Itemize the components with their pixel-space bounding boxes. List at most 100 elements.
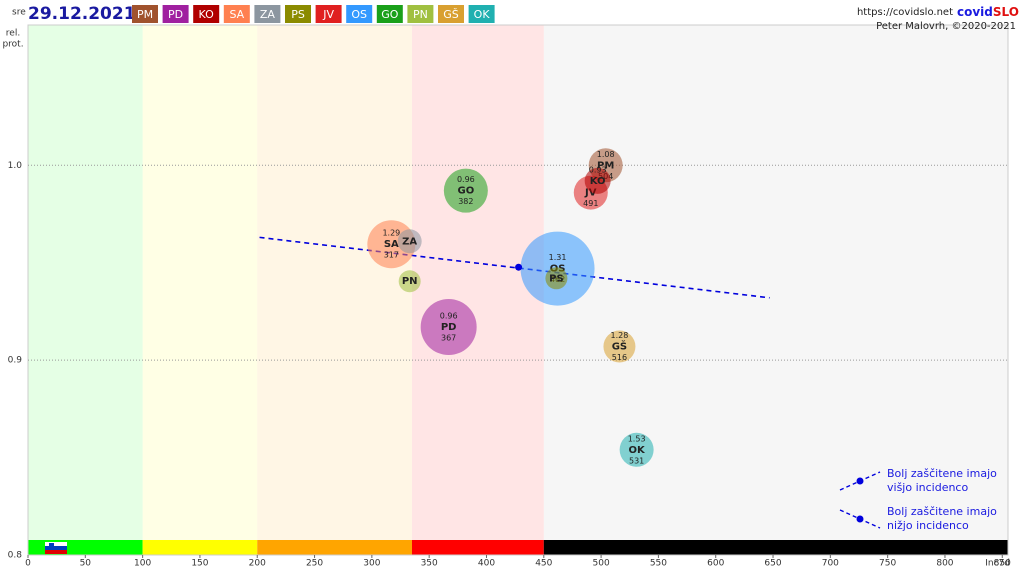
legend-swatch	[346, 5, 373, 23]
legend-swatch	[162, 5, 189, 23]
date: 29.12.2021	[28, 4, 136, 24]
x-label: Inc7d	[985, 559, 1010, 569]
bubble-inc: 491	[583, 199, 598, 208]
x-tick-label: 250	[306, 559, 323, 569]
bubble-r: 0.93	[589, 165, 607, 174]
legend-label: PM	[137, 8, 153, 21]
legend-label: JV	[322, 8, 334, 21]
y-label: rel.	[6, 29, 20, 39]
bubble-inc: 382	[458, 197, 473, 206]
author: Peter Malovrh, ©2020-2021	[876, 21, 1016, 32]
note-text: Bolj zaščitene imajo	[887, 467, 997, 480]
legend-swatch	[315, 5, 342, 23]
y-tick-label: 0.9	[8, 356, 23, 366]
legend-swatch	[438, 5, 464, 23]
note-text: višjo incidenco	[887, 481, 968, 494]
x-tick-label: 550	[650, 559, 667, 569]
x-tick-label: 50	[80, 559, 92, 569]
x-tick-label: 800	[936, 559, 953, 569]
bubble-inc: 317	[384, 251, 399, 260]
y-label: prot.	[2, 40, 23, 50]
bubble-name: PN	[402, 276, 418, 287]
legend-swatch	[254, 5, 281, 23]
zone-background	[142, 25, 258, 555]
legend-swatch	[223, 5, 250, 23]
bubble-name: PS	[549, 273, 564, 284]
bubble-name: KO	[590, 176, 606, 187]
flag	[45, 542, 67, 554]
x-tick-label: 650	[764, 559, 781, 569]
legend-label: KO	[199, 8, 215, 21]
bubble-name: JV	[584, 188, 597, 199]
x-tick-label: 600	[707, 559, 724, 569]
legend-label: ZA	[260, 8, 276, 21]
bubble-name: GO	[457, 186, 474, 197]
brand-b: SLO	[993, 5, 1019, 19]
bubble	[584, 167, 611, 194]
bubble-r: 1.31	[549, 253, 567, 262]
legend-swatch	[376, 5, 403, 23]
weekday: sre	[12, 8, 26, 18]
bubble-name: ZA	[402, 236, 417, 247]
trend-line	[259, 236, 770, 299]
legend-label: SA	[229, 8, 244, 21]
bubble-r: 1.08	[597, 150, 615, 159]
x-tick-label: 500	[593, 559, 610, 569]
y-tick-label: 0.8	[8, 551, 23, 561]
bubble	[443, 168, 488, 213]
plot-frame	[27, 24, 1009, 556]
bubble	[420, 299, 477, 356]
x-tick-label: 100	[134, 559, 151, 569]
legend-swatch	[468, 5, 495, 23]
legend-label: OS	[351, 8, 367, 21]
flag-blue	[45, 546, 67, 550]
note-text: nižjo incidenco	[887, 519, 969, 532]
bubble	[397, 229, 422, 254]
x-tick-label: 350	[421, 559, 438, 569]
x-tick-label: 700	[822, 559, 839, 569]
zone-bar	[257, 540, 412, 555]
bubble	[619, 432, 654, 467]
legend-label: GO	[381, 8, 399, 21]
bubble-name: PD	[441, 322, 457, 333]
bubble	[398, 270, 421, 293]
x-tick-label: 850	[994, 559, 1011, 569]
legend-label: OK	[474, 8, 491, 21]
site: https://covidslo.net	[857, 7, 953, 18]
x-tick-label: 300	[363, 559, 380, 569]
y-tick-label: 1.0	[8, 161, 23, 171]
bubble-inc: 367	[441, 334, 456, 343]
x-tick-label: 200	[249, 559, 266, 569]
bubble-r: 0.96	[440, 312, 458, 321]
bubble-name: SA	[384, 239, 399, 250]
bubble-r: 1.29	[382, 229, 400, 238]
bubble-inc: 531	[629, 456, 644, 465]
legend-label: PD	[168, 8, 183, 21]
bubble-inc: 516	[612, 353, 627, 362]
x-tick-label: 450	[535, 559, 552, 569]
zone-bar	[411, 540, 544, 555]
x-tick-label: 400	[478, 559, 495, 569]
legend-swatch	[132, 5, 158, 23]
legend-label: PS	[291, 8, 305, 21]
bubble-r: 0.96	[457, 175, 475, 184]
bubble-name: PM	[597, 160, 614, 171]
x-tick-label: 0	[25, 559, 31, 569]
legend-swatch	[285, 5, 311, 23]
zone-background	[28, 25, 143, 555]
legend-swatch	[407, 5, 434, 23]
note-icon-dot	[856, 515, 864, 523]
zone-background	[411, 25, 544, 555]
note-icon-dot	[856, 477, 864, 485]
zone-background	[257, 25, 412, 555]
legend-swatch	[193, 5, 220, 23]
brand-a: covid	[957, 5, 993, 19]
note-text: Bolj zaščitene imajo	[887, 505, 997, 518]
zone-bar	[543, 540, 1008, 555]
x-tick-label: 150	[191, 559, 208, 569]
zone-bar	[142, 540, 258, 555]
legend-label: PN	[413, 8, 428, 21]
bubble-r: 1.53	[628, 434, 646, 443]
